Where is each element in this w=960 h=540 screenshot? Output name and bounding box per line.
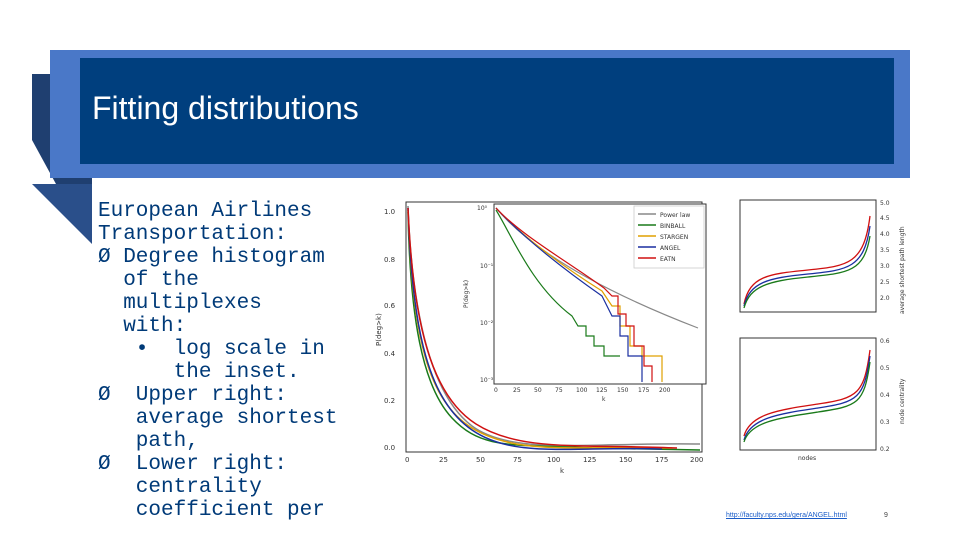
legend-eatn: EATN: [660, 256, 676, 263]
asp-ylabel: average shortest path length: [899, 226, 906, 314]
asp-ytick: 2.5: [880, 279, 890, 286]
body-line: coefficient per: [98, 499, 325, 522]
nc-ytick: 0.2: [880, 446, 890, 453]
body-line: Ø Upper right:: [98, 384, 288, 407]
main-y-ticks: 1.0 0.8 0.6 0.4 0.2 0.0: [384, 208, 396, 452]
legend-binball: BINBALL: [660, 223, 686, 230]
main-xtick: 75: [513, 456, 522, 464]
inset-y-ticks: 10⁰ 10⁻¹ 10⁻² 10⁻³: [477, 205, 494, 384]
decorative-triangle: [32, 184, 92, 244]
inset-xtick: 50: [534, 387, 542, 394]
main-xtick: 175: [655, 456, 668, 464]
body-line: Ø Lower right:: [98, 453, 288, 476]
body-line: with:: [98, 315, 187, 338]
inset-xtick: 25: [513, 387, 521, 394]
asp-ytick: 4.5: [880, 215, 890, 222]
inset-binball-curve: [495, 209, 620, 357]
body-line: European Airlines: [98, 200, 313, 223]
main-xtick: 100: [547, 456, 560, 464]
nc-y-ticks: 0.6 0.5 0.4 0.3 0.2: [880, 338, 890, 453]
nc-ytick: 0.5: [880, 365, 890, 372]
nc-ytick: 0.4: [880, 392, 890, 399]
inset-xtick: 75: [555, 387, 563, 394]
inset-xtick: 100: [576, 387, 588, 394]
page-number: 9: [884, 512, 888, 519]
main-xtick: 200: [690, 456, 703, 464]
nc-ylabel: node centrality: [899, 378, 906, 424]
body-line: path,: [98, 430, 199, 453]
main-ytick: 1.0: [384, 208, 395, 216]
inset-ytick: 10⁻¹: [480, 263, 494, 270]
inset-angel-curve: [495, 207, 643, 382]
degree-distribution-figure: 1.0 0.8 0.6 0.4 0.2 0.0 P(deg>k) 0 25 50…: [372, 196, 716, 476]
inset-ytick: 10⁻²: [480, 320, 494, 327]
asp-binball-curve: [743, 235, 871, 309]
main-ytick: 0.2: [384, 397, 395, 405]
nc-plot-frame: [739, 337, 877, 451]
nc-ytick: 0.6: [880, 338, 890, 345]
slide-title: Fitting distributions: [92, 90, 359, 126]
inset-xtick: 0: [494, 387, 498, 394]
nc-ytick: 0.3: [880, 419, 890, 426]
main-xtick: 50: [476, 456, 485, 464]
inset-ytick: 10⁻³: [480, 377, 494, 384]
asp-plot-frame: [739, 199, 877, 313]
asp-angel-curve: [743, 225, 871, 307]
main-xtick: 25: [439, 456, 448, 464]
inset-xtick: 200: [659, 387, 671, 394]
legend: Power law BINBALL STARGEN ANGEL EATN: [633, 205, 705, 269]
node-centrality-figure: 0.6 0.5 0.4 0.3 0.2 node centrality node…: [738, 334, 908, 462]
asp-ytick: 3.5: [880, 247, 890, 254]
eatn-curve: [407, 207, 678, 449]
inset-xtick: 125: [596, 387, 608, 394]
nc-eatn-curve: [743, 349, 871, 437]
asp-eatn-curve: [743, 215, 871, 305]
body-line: average shortest: [98, 407, 338, 430]
avg-shortest-path-figure: 5.0 4.5 4.0 3.5 3.0 2.5 2.0 average shor…: [738, 196, 908, 320]
body-line: • log scale in: [98, 338, 325, 361]
main-x-ticks: 0 25 50 75 100 125 150 175 200: [405, 456, 703, 464]
nc-xlabel: nodes: [798, 455, 816, 462]
inset-xlabel: k: [602, 396, 606, 403]
asp-ytick: 5.0: [880, 200, 890, 207]
inset-eatn-curve: [495, 207, 653, 382]
inset-ylabel: P(deg>k): [463, 280, 470, 308]
asp-ytick: 3.0: [880, 263, 890, 270]
body-line: Ø Degree histogram: [98, 246, 325, 269]
asp-ytick: 2.0: [880, 295, 890, 302]
legend-angel: ANGEL: [660, 245, 681, 252]
asp-y-ticks: 5.0 4.5 4.0 3.5 3.0 2.5 2.0: [880, 200, 890, 302]
asp-ytick: 4.0: [880, 231, 890, 238]
inset-xtick: 175: [638, 387, 650, 394]
main-xlabel: k: [560, 467, 565, 475]
inset-ytick: 10⁰: [477, 205, 488, 212]
body-line: multiplexes: [98, 292, 262, 315]
main-ylabel: P(deg>k): [375, 313, 383, 346]
legend-power-law: Power law: [660, 212, 690, 219]
nc-binball-curve: [743, 361, 871, 443]
inset-xtick: 150: [617, 387, 629, 394]
body-text: European Airlines Transportation: Ø Degr…: [98, 200, 398, 522]
main-ytick: 0.8: [384, 256, 395, 264]
body-line: of the: [98, 269, 199, 292]
title-banner: [80, 58, 894, 164]
body-line: the inset.: [98, 361, 300, 384]
body-line: Transportation:: [98, 223, 288, 246]
angel-curve: [407, 207, 663, 451]
source-link[interactable]: http://faculty.nps.edu/gera/ANGEL.html: [726, 512, 847, 519]
nc-angel-curve: [743, 355, 871, 441]
main-ytick: 0.0: [384, 444, 395, 452]
main-xtick: 150: [619, 456, 632, 464]
inset-x-ticks: 0 25 50 75 100 125 150 175 200: [494, 387, 671, 394]
body-line: centrality: [98, 476, 262, 499]
main-ytick: 0.4: [384, 350, 396, 358]
legend-stargen: STARGEN: [660, 234, 688, 241]
main-ytick: 0.6: [384, 302, 396, 310]
main-xtick: 0: [405, 456, 409, 464]
main-xtick: 125: [583, 456, 596, 464]
